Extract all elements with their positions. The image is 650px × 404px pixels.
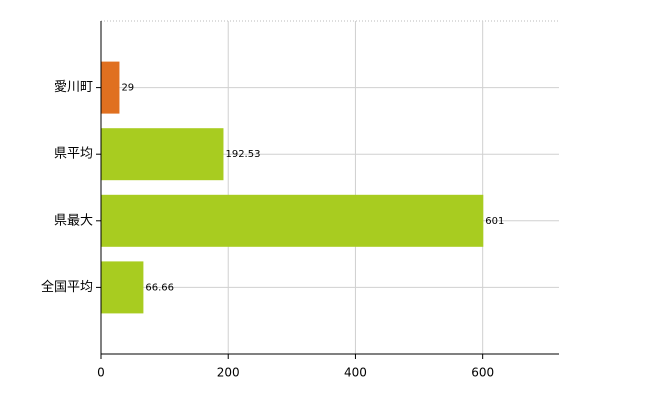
bar: [101, 194, 484, 247]
bar: [101, 61, 120, 114]
y-tick-label: 愛川町: [54, 80, 93, 95]
y-tick-label: 県平均: [54, 147, 93, 162]
x-tick-label: 200: [217, 366, 240, 380]
bar: [101, 128, 224, 181]
value-label: 66.66: [145, 282, 174, 293]
x-tick-label: 0: [97, 366, 105, 380]
value-label: 192.53: [225, 149, 260, 160]
value-label: 29: [121, 83, 134, 94]
x-tick-label: 400: [344, 366, 367, 380]
y-tick-label: 全国平均: [41, 279, 93, 295]
y-tick-label: 県最大: [54, 213, 93, 228]
x-tick-label: 600: [471, 366, 494, 380]
value-label: 601: [485, 216, 504, 227]
bar: [101, 261, 144, 314]
